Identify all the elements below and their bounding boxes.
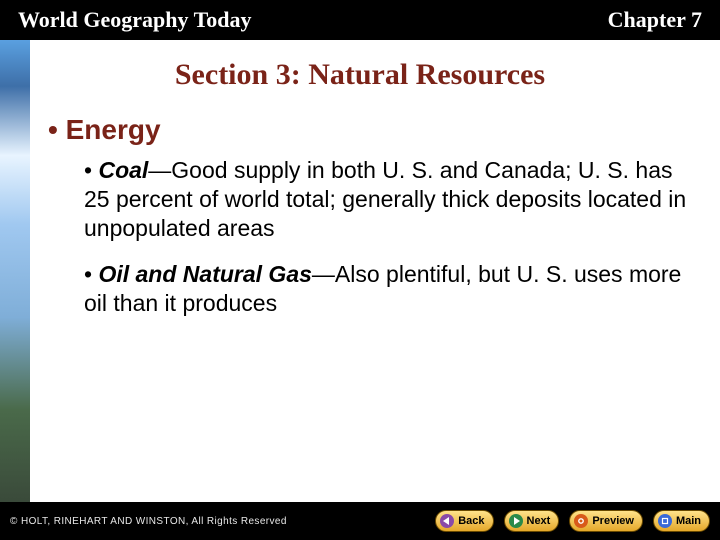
chapter-label: Chapter 7 [608, 7, 702, 33]
main-button[interactable]: Main [653, 510, 710, 532]
back-button[interactable]: Back [435, 510, 493, 532]
copyright-text: © HOLT, RINEHART AND WINSTON, All Rights… [10, 516, 287, 527]
back-arrow-icon [440, 514, 454, 528]
topic-title: Energy [48, 114, 696, 146]
next-button[interactable]: Next [504, 510, 560, 532]
nav-button-group: Back Next Preview Main [435, 510, 710, 532]
bullet-label: Coal [98, 157, 148, 183]
book-title: World Geography Today [18, 7, 252, 33]
slide-footer: © HOLT, RINEHART AND WINSTON, All Rights… [0, 502, 720, 540]
bullet-marker: • [84, 261, 98, 287]
bullet-marker: • [84, 157, 98, 183]
decorative-sidebar [0, 40, 30, 502]
preview-icon [574, 514, 588, 528]
next-button-label: Next [527, 515, 551, 527]
main-icon [658, 514, 672, 528]
main-button-label: Main [676, 515, 701, 527]
bullet-label: Oil and Natural Gas [98, 261, 311, 287]
topic-block: Energy • Coal—Good supply in both U. S. … [0, 114, 720, 318]
section-title: Section 3: Natural Resources [0, 40, 720, 114]
next-arrow-icon [509, 514, 523, 528]
slide-header: World Geography Today Chapter 7 [0, 0, 720, 40]
slide-content: Section 3: Natural Resources Energy • Co… [0, 40, 720, 502]
bullet-item: • Coal—Good supply in both U. S. and Can… [48, 156, 696, 242]
bullet-text: —Good supply in both U. S. and Canada; U… [84, 157, 686, 241]
preview-button[interactable]: Preview [569, 510, 643, 532]
bullet-item: • Oil and Natural Gas—Also plentiful, bu… [48, 260, 696, 318]
preview-button-label: Preview [592, 515, 634, 527]
back-button-label: Back [458, 515, 484, 527]
